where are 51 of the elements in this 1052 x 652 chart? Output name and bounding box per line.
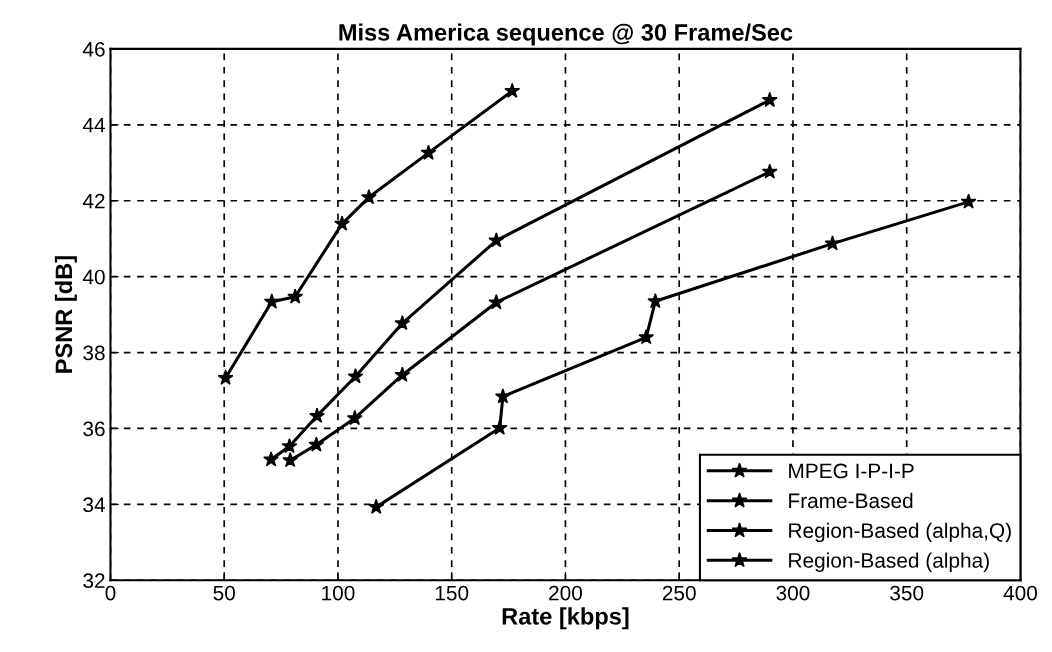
point xyxy=(761,163,778,179)
point xyxy=(488,294,505,310)
legend-label: Region-Based (alpha) xyxy=(789,552,989,572)
y-tick-label: 34 xyxy=(83,497,105,513)
legend-label: MPEG I-P-I-P xyxy=(789,463,914,479)
point xyxy=(504,82,521,98)
point xyxy=(488,232,505,248)
chart-title: Miss America sequence @ 30 Frame/Sec xyxy=(339,23,793,46)
point xyxy=(287,288,304,304)
point xyxy=(394,314,411,331)
point xyxy=(368,498,385,514)
point xyxy=(494,388,511,404)
legend-label: Region-Based (alpha,Q) xyxy=(789,522,1011,543)
point xyxy=(334,215,351,231)
point xyxy=(281,437,298,454)
point xyxy=(647,292,664,309)
point xyxy=(346,409,363,426)
x-tick-label: 350 xyxy=(890,585,924,601)
y-tick-label: 46 xyxy=(82,41,105,57)
point xyxy=(309,407,325,423)
point xyxy=(217,369,234,385)
x-tick-label: 400 xyxy=(1003,585,1038,601)
point xyxy=(308,436,325,452)
y-tick-label: 38 xyxy=(83,345,105,361)
y-axis-title: PSNR [dB] xyxy=(54,256,77,373)
point xyxy=(282,452,299,468)
y-tick-label: 32 xyxy=(83,573,105,589)
x-tick-label: 0 xyxy=(105,585,116,601)
point xyxy=(360,188,377,205)
x-tick-label: 250 xyxy=(662,585,696,601)
point xyxy=(491,419,508,435)
legend-label: Frame-Based xyxy=(789,492,913,509)
point xyxy=(263,451,280,467)
point xyxy=(960,193,977,209)
point xyxy=(263,293,280,309)
point xyxy=(347,368,364,384)
x-tick-label: 50 xyxy=(213,585,235,601)
x-tick-label: 100 xyxy=(322,585,355,601)
y-tick-label: 40 xyxy=(82,269,105,285)
y-tick-label: 42 xyxy=(82,193,105,209)
x-tick-label: 200 xyxy=(549,585,583,601)
x-tick-label: 150 xyxy=(435,585,469,601)
x-tick-label: 300 xyxy=(776,585,810,601)
point xyxy=(420,144,437,160)
point xyxy=(761,91,778,108)
point xyxy=(824,235,841,251)
point xyxy=(394,366,411,382)
point xyxy=(638,329,655,345)
x-axis-title: Rate [kbps] xyxy=(502,607,629,630)
y-tick-label: 36 xyxy=(83,421,105,437)
y-tick-label: 44 xyxy=(82,118,105,133)
